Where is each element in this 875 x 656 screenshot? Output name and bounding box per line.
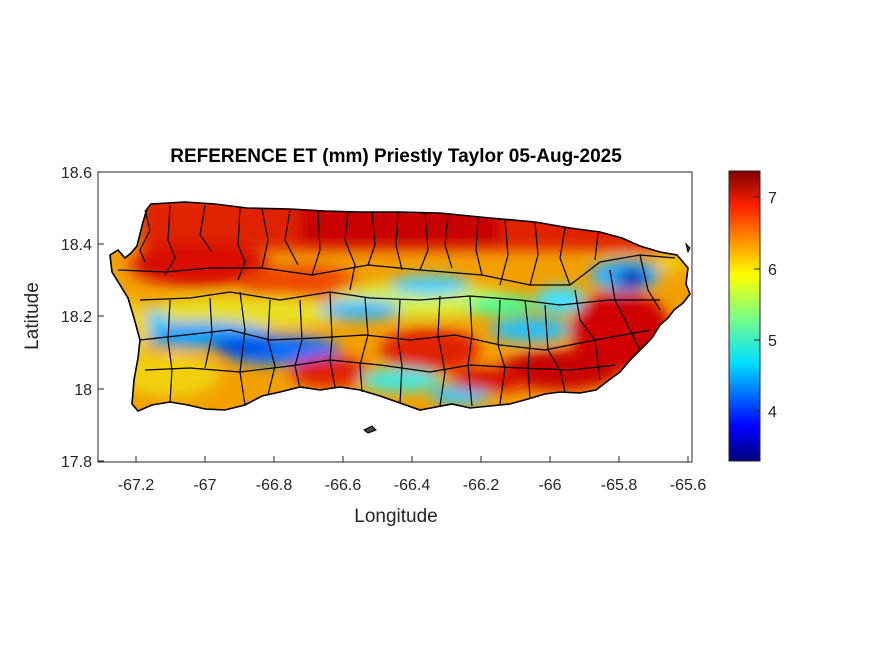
islet-caja-de-muertos [363, 425, 377, 434]
y-axis [98, 171, 104, 462]
x-tick-label: -67 [193, 477, 216, 494]
x-tick-label: -65.8 [601, 477, 638, 494]
x-axis-label: Longitude [354, 506, 437, 527]
y-axis-label: Latitude [22, 282, 43, 350]
islet-east [685, 242, 691, 254]
municipal-boundaries [109, 201, 691, 412]
colorbar-ticks [754, 196, 760, 412]
colorbar-tick-label: 4 [768, 404, 777, 421]
x-tick-label: -66 [538, 477, 561, 494]
x-axis [135, 456, 689, 462]
x-tick-label: -66.6 [325, 477, 362, 494]
y-tick-label: 18.2 [61, 309, 92, 326]
y-tick-label: 18.4 [61, 237, 92, 254]
x-tick-label: -66.2 [463, 477, 500, 494]
chart-title: REFERENCE ET (mm) Priestly Taylor 05-Aug… [170, 146, 622, 167]
x-tick-label: -66.4 [394, 477, 431, 494]
x-tick-label: -67.2 [118, 477, 155, 494]
colorbar-tick-label: 7 [768, 190, 777, 207]
colorbar-tick-label: 6 [768, 262, 777, 279]
y-tick-label: 18.6 [61, 165, 92, 182]
colorbar [728, 170, 761, 462]
y-tick-label: 18 [74, 382, 92, 399]
colorbar-tick-label: 5 [768, 333, 777, 350]
y-tick-label: 17.8 [61, 454, 92, 471]
x-tick-label: -65.6 [670, 477, 707, 494]
x-tick-label: -66.8 [256, 477, 293, 494]
